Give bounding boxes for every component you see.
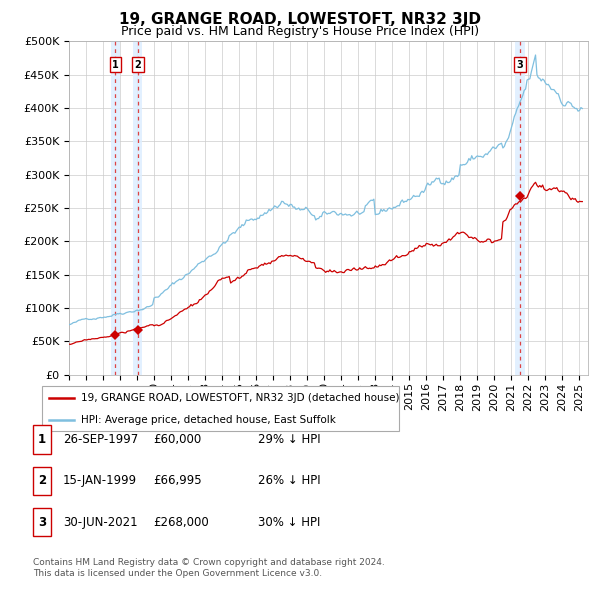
Text: 26-SEP-1997: 26-SEP-1997 bbox=[63, 433, 138, 446]
Text: 3: 3 bbox=[38, 516, 46, 529]
Text: Price paid vs. HM Land Registry's House Price Index (HPI): Price paid vs. HM Land Registry's House … bbox=[121, 25, 479, 38]
Text: 1: 1 bbox=[38, 433, 46, 446]
Text: 30-JUN-2021: 30-JUN-2021 bbox=[63, 516, 137, 529]
Text: £268,000: £268,000 bbox=[153, 516, 209, 529]
Text: 19, GRANGE ROAD, LOWESTOFT, NR32 3JD (detached house): 19, GRANGE ROAD, LOWESTOFT, NR32 3JD (de… bbox=[81, 394, 400, 404]
Text: £60,000: £60,000 bbox=[153, 433, 201, 446]
Text: 19, GRANGE ROAD, LOWESTOFT, NR32 3JD: 19, GRANGE ROAD, LOWESTOFT, NR32 3JD bbox=[119, 12, 481, 27]
Text: 2: 2 bbox=[134, 60, 141, 70]
Text: 1: 1 bbox=[112, 60, 119, 70]
Text: 3: 3 bbox=[517, 60, 523, 70]
Text: 2: 2 bbox=[38, 474, 46, 487]
Text: 26% ↓ HPI: 26% ↓ HPI bbox=[258, 474, 320, 487]
Text: Contains HM Land Registry data © Crown copyright and database right 2024.
This d: Contains HM Land Registry data © Crown c… bbox=[33, 558, 385, 578]
Bar bbox=[111, 41, 120, 375]
Text: 30% ↓ HPI: 30% ↓ HPI bbox=[258, 516, 320, 529]
Bar bbox=[515, 41, 524, 375]
Text: £66,995: £66,995 bbox=[153, 474, 202, 487]
Bar bbox=[133, 41, 142, 375]
Text: 29% ↓ HPI: 29% ↓ HPI bbox=[258, 433, 320, 446]
Text: HPI: Average price, detached house, East Suffolk: HPI: Average price, detached house, East… bbox=[81, 415, 336, 425]
Text: 15-JAN-1999: 15-JAN-1999 bbox=[63, 474, 137, 487]
